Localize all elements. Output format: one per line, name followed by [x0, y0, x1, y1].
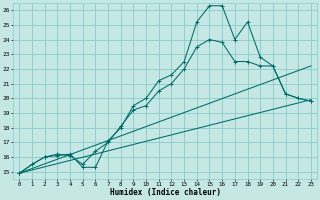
X-axis label: Humidex (Indice chaleur): Humidex (Indice chaleur) — [110, 188, 220, 197]
